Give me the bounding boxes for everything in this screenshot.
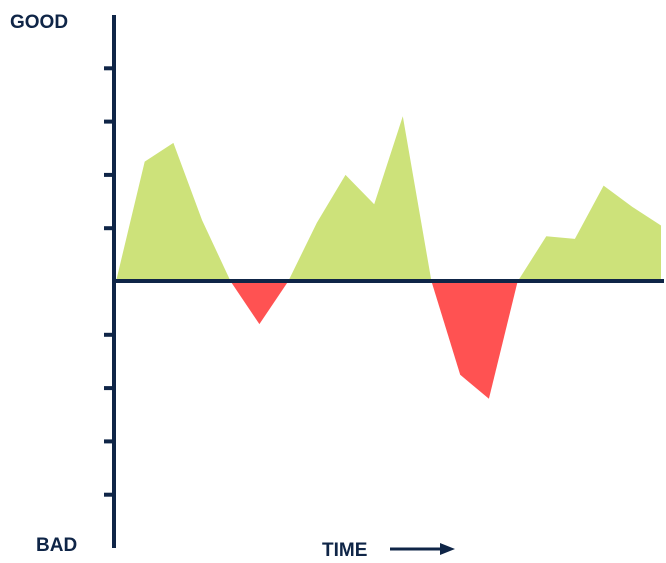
negative-area-2 — [431, 281, 518, 399]
negative-area-1 — [230, 281, 289, 325]
y-top-label: GOOD — [10, 12, 68, 33]
arrow-right-icon — [390, 543, 455, 555]
y-bottom-label: BAD — [36, 535, 77, 556]
x-axis-label: TIME — [322, 540, 367, 561]
positive-area-1 — [116, 142, 231, 282]
positive-area-2 — [288, 116, 432, 282]
area-series — [116, 116, 661, 399]
y-axis-ticks — [104, 66, 114, 497]
positive-area-3 — [517, 185, 661, 282]
